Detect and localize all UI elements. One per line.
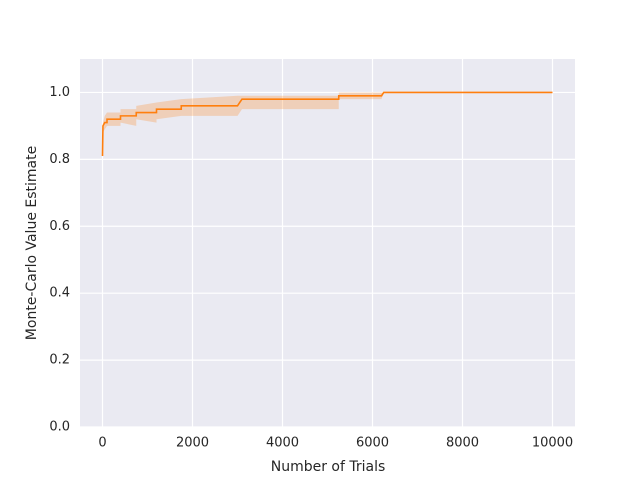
x-tick-label: 0 bbox=[98, 436, 106, 451]
line bbox=[101, 91, 553, 157]
x-tick-label: 6000 bbox=[356, 436, 389, 451]
confidence-band bbox=[102, 92, 553, 160]
y-tick-label: 1.0 bbox=[49, 85, 70, 100]
y-axis-label: Monte-Carlo Value Estimate bbox=[24, 146, 40, 340]
x-tick-label: 8000 bbox=[446, 436, 479, 451]
x-axis-label: Number of Trials bbox=[271, 459, 386, 475]
y-tick-label: 0.8 bbox=[49, 152, 70, 167]
plot-area bbox=[80, 59, 575, 427]
y-tick-label: 0.6 bbox=[49, 219, 70, 234]
x-tick-label: 10000 bbox=[532, 436, 573, 451]
y-tick-label: 0.0 bbox=[49, 420, 70, 435]
y-tick-label: 0.4 bbox=[49, 286, 70, 301]
y-tick-label: 0.2 bbox=[49, 353, 70, 368]
x-tick-label: 2000 bbox=[176, 436, 209, 451]
x-tick-label: 4000 bbox=[266, 436, 299, 451]
